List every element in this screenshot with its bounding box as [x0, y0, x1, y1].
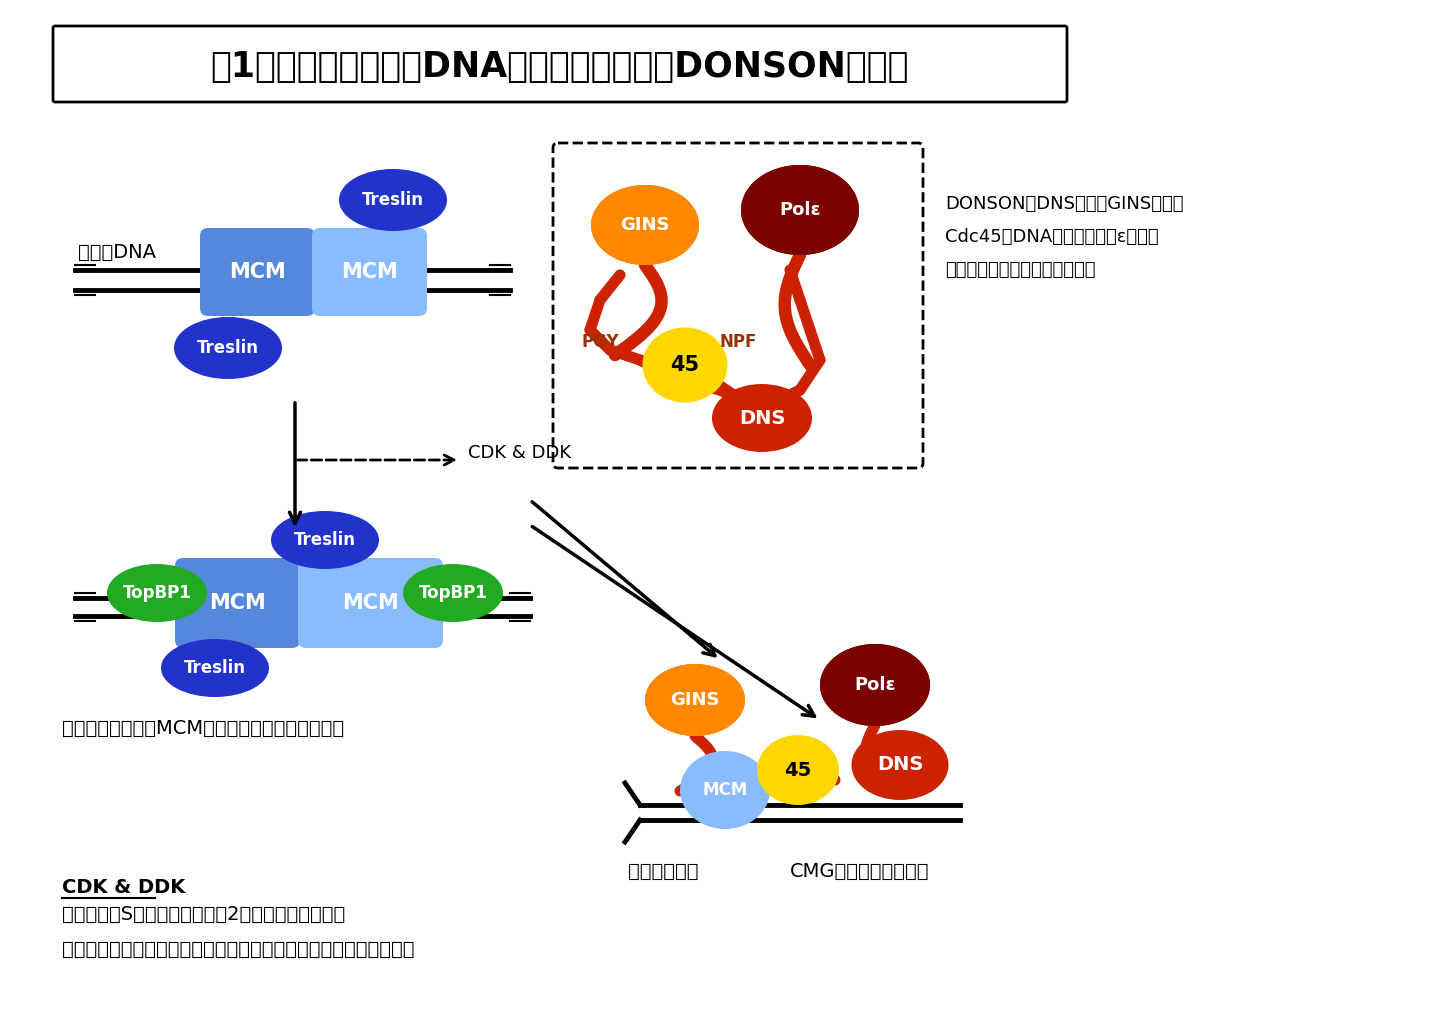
Text: CDK & DDK: CDK & DDK [62, 878, 185, 897]
Ellipse shape [108, 564, 207, 622]
Ellipse shape [712, 384, 812, 452]
Ellipse shape [403, 564, 504, 622]
Ellipse shape [680, 751, 771, 829]
Text: 複製フォーク: 複製フォーク [629, 862, 699, 881]
Text: 開始前に予め複合体を形成する: 開始前に予め複合体を形成する [946, 261, 1095, 279]
Text: DNS: DNS [739, 408, 785, 427]
Ellipse shape [740, 165, 860, 255]
Text: GINS: GINS [670, 691, 720, 709]
FancyBboxPatch shape [298, 558, 443, 648]
FancyBboxPatch shape [199, 228, 316, 316]
Text: リン酸化により複製開始因子の活性を調節して、複製開始へと導く: リン酸化により複製開始因子の活性を調節して、複製開始へと導く [62, 940, 415, 960]
Text: CDK & DDK: CDK & DDK [468, 444, 571, 462]
Ellipse shape [271, 511, 379, 569]
Text: MCM: MCM [342, 262, 397, 282]
Ellipse shape [819, 644, 930, 726]
Text: NPF: NPF [719, 333, 756, 351]
Text: Polε: Polε [854, 676, 895, 694]
Text: Polε: Polε [779, 201, 821, 219]
Text: DNS: DNS [877, 755, 923, 775]
Text: GINS: GINS [670, 691, 720, 709]
Text: MCM: MCM [210, 593, 265, 613]
Ellipse shape [591, 185, 699, 265]
Text: MCM: MCM [702, 781, 748, 799]
Ellipse shape [758, 735, 839, 805]
Ellipse shape [591, 185, 699, 265]
Text: 細胞周期のS期で活性化される2種類のリン酸化酵素: 細胞周期のS期で活性化される2種類のリン酸化酵素 [62, 905, 346, 924]
Text: Treslin: Treslin [362, 191, 423, 209]
FancyBboxPatch shape [53, 26, 1068, 102]
Text: 複製開始領域にはMCMを含む複合体が形成される: 複製開始領域にはMCMを含む複合体が形成される [62, 718, 344, 737]
Text: 図1．高等真核生物のDNA複製開始におけるDONSONの役割: 図1．高等真核生物のDNA複製開始におけるDONSONの役割 [211, 50, 910, 84]
Text: MCM: MCM [342, 593, 399, 613]
Text: Polε: Polε [779, 201, 821, 219]
Text: CMGヘリカーゼ複合体: CMGヘリカーゼ複合体 [791, 862, 930, 881]
Ellipse shape [174, 317, 283, 379]
FancyBboxPatch shape [175, 558, 300, 648]
Text: GINS: GINS [620, 216, 670, 234]
Text: 染色体DNA: 染色体DNA [77, 242, 156, 262]
Text: MCM: MCM [230, 262, 286, 282]
Text: Treslin: Treslin [294, 531, 356, 549]
Ellipse shape [740, 165, 860, 255]
Ellipse shape [339, 169, 446, 231]
Text: TopBP1: TopBP1 [122, 584, 191, 602]
Text: Treslin: Treslin [197, 339, 258, 357]
Text: DONSON（DNS）は、GINSおよび: DONSON（DNS）は、GINSおよび [946, 195, 1184, 213]
Ellipse shape [161, 639, 268, 697]
Ellipse shape [644, 664, 745, 736]
Ellipse shape [851, 730, 949, 800]
Ellipse shape [819, 644, 930, 726]
Text: Cdc45・DNAポリメラーゼεと複製: Cdc45・DNAポリメラーゼεと複製 [946, 228, 1158, 246]
Text: Polε: Polε [854, 676, 895, 694]
Text: PGY: PGY [581, 333, 618, 351]
FancyBboxPatch shape [311, 228, 428, 316]
Text: 45: 45 [785, 761, 812, 780]
Text: TopBP1: TopBP1 [419, 584, 488, 602]
Text: GINS: GINS [620, 216, 670, 234]
FancyBboxPatch shape [552, 143, 923, 468]
Text: 45: 45 [670, 355, 700, 375]
Text: Treslin: Treslin [184, 659, 245, 677]
Ellipse shape [643, 327, 728, 403]
Ellipse shape [644, 664, 745, 736]
